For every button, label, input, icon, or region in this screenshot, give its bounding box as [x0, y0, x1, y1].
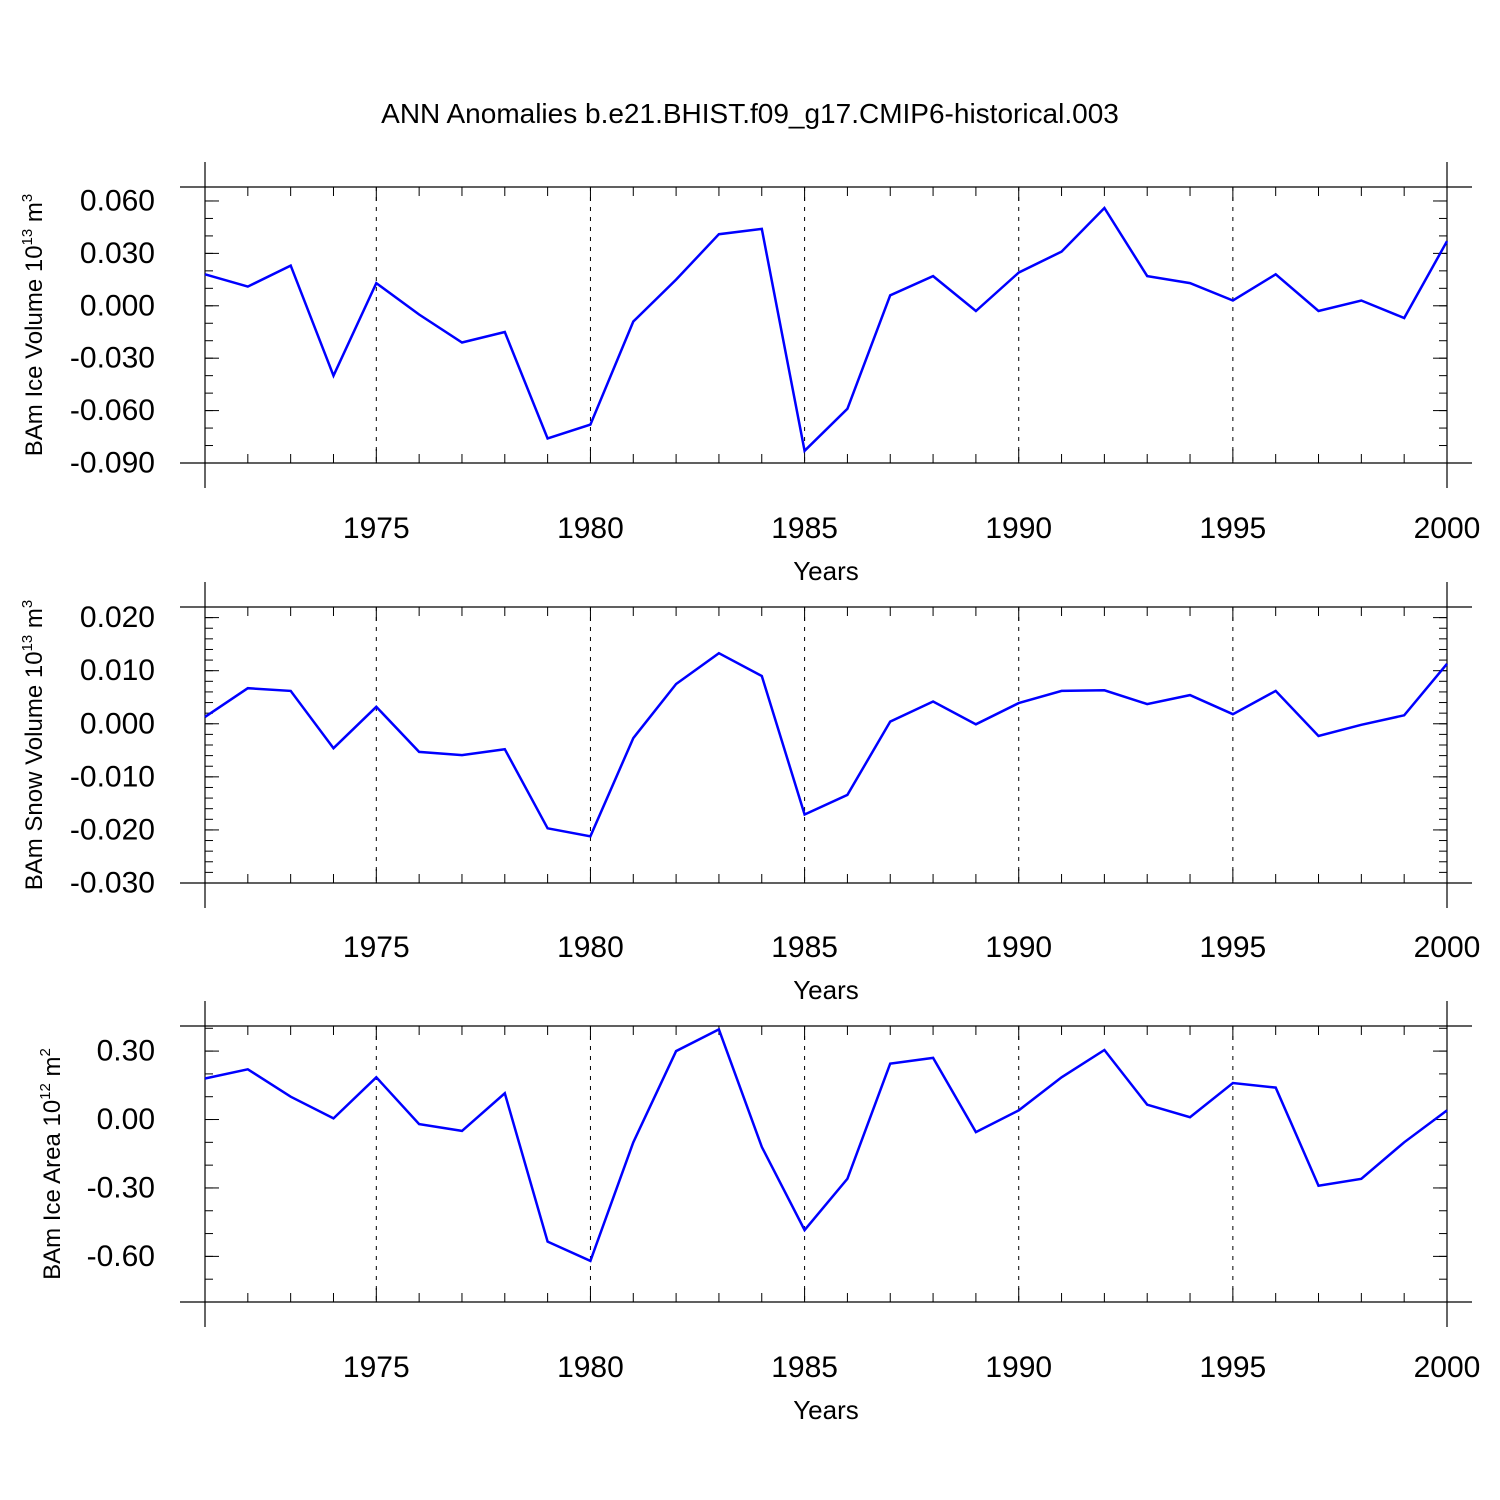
y-tick-label: 0.30	[97, 1035, 155, 1068]
panel-ice-volume: -0.090 -0.060 -0.030 0.000 0.030 0.060 1975 198…	[19, 162, 1480, 586]
x-tick-label: 2000	[1414, 1351, 1481, 1384]
x-tick-label: 1985	[771, 512, 838, 545]
panel-snow-volume: -0.030 -0.020 -0.010 0.000 0.010 0.020 1975 198…	[19, 582, 1480, 1005]
panel-ice-area: -0.60 -0.30 0.00 0.30 1975 1980 1985 1990 1995 20…	[37, 1001, 1480, 1425]
x-tick-label: 1975	[343, 1351, 410, 1384]
y-axis-label: BAm Ice Volume 1013 m3	[19, 194, 48, 456]
y-tick-label: -0.30	[87, 1171, 155, 1204]
y-tick-label: 0.030	[80, 237, 155, 270]
y-axis-label: BAm Snow Volume 1013 m3	[19, 600, 48, 891]
x-tick-label: 1980	[557, 1351, 624, 1384]
y-tick-label: 0.020	[80, 601, 155, 634]
y-tick-label: 0.000	[80, 289, 155, 322]
y-tick-label: 0.00	[97, 1103, 155, 1136]
y-tick-label: -0.020	[70, 813, 155, 846]
y-tick-label: -0.060	[70, 394, 155, 427]
x-tick-label: 1980	[557, 512, 624, 545]
y-axis-label: BAm Ice Area 1012 m2	[37, 1048, 66, 1280]
x-axis-label: Years	[793, 556, 859, 586]
y-tick-label: -0.030	[70, 867, 155, 900]
x-tick-label: 1985	[771, 1351, 838, 1384]
x-tick-label: 1990	[985, 512, 1052, 545]
y-tick-label: 0.060	[80, 184, 155, 217]
x-tick-label: 1995	[1199, 512, 1266, 545]
x-tick-label: 2000	[1414, 931, 1481, 964]
data-series-line	[204, 205, 1449, 454]
x-tick-label: 1975	[343, 512, 410, 545]
x-tick-label: 1990	[985, 931, 1052, 964]
x-axis-label: Years	[793, 1395, 859, 1425]
x-axis-label: Years	[793, 975, 859, 1005]
data-series-line	[204, 1027, 1448, 1263]
y-tick-label: 0.010	[80, 654, 155, 687]
y-tick-label: 0.000	[80, 707, 155, 740]
data-series-line	[204, 651, 1448, 838]
x-tick-label: 2000	[1414, 512, 1481, 545]
chart-title: ANN Anomalies b.e21.BHIST.f09_g17.CMIP6-…	[381, 98, 1119, 129]
x-tick-label: 1995	[1199, 1351, 1266, 1384]
x-tick-label: 1975	[343, 931, 410, 964]
y-tick-label: -0.010	[70, 760, 155, 793]
x-tick-label: 1995	[1199, 931, 1266, 964]
y-tick-label: -0.090	[70, 447, 155, 480]
x-tick-label: 1990	[985, 1351, 1052, 1384]
y-tick-label: -0.60	[87, 1240, 155, 1273]
x-tick-label: 1985	[771, 931, 838, 964]
y-tick-label: -0.030	[70, 342, 155, 375]
x-tick-label: 1980	[557, 931, 624, 964]
